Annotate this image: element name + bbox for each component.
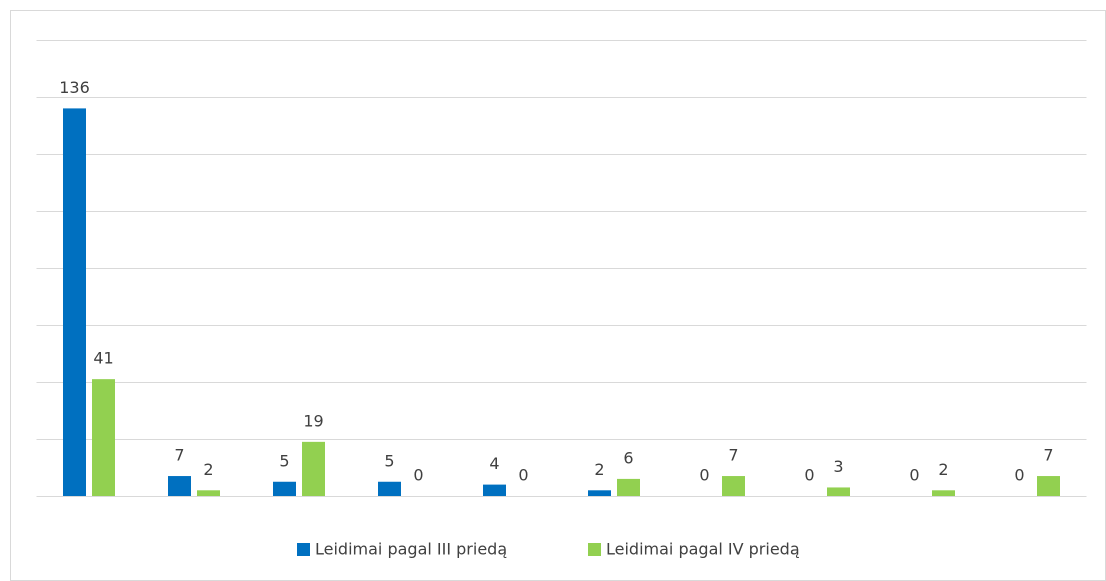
- data-label: 0: [804, 466, 814, 485]
- data-label: 41: [93, 349, 113, 368]
- data-label: 4: [489, 454, 499, 473]
- legend-label: Leidimai pagal III priedą: [315, 540, 507, 559]
- data-label: 6: [623, 448, 633, 467]
- bar: [92, 379, 115, 496]
- data-label: 2: [938, 460, 948, 479]
- bar: [932, 490, 955, 496]
- legend-label: Leidimai pagal IV priedą: [606, 540, 800, 559]
- legend-swatch: [588, 543, 601, 556]
- data-label: 19: [303, 411, 323, 430]
- bar: [168, 476, 191, 496]
- legend-swatch: [297, 543, 310, 556]
- bar: [378, 481, 401, 496]
- bar: [483, 484, 506, 496]
- data-label: 0: [699, 466, 709, 485]
- bar: [197, 490, 220, 496]
- data-label: 7: [728, 446, 738, 465]
- data-label: 7: [1043, 446, 1053, 465]
- data-label: 2: [594, 460, 604, 479]
- data-label: 3: [833, 457, 843, 476]
- data-label: 2: [203, 460, 213, 479]
- data-label: 7: [174, 446, 184, 465]
- data-label: 5: [279, 451, 289, 470]
- data-label: 5: [384, 451, 394, 470]
- data-label: 0: [1014, 466, 1024, 485]
- bar: [302, 441, 325, 496]
- bar: [827, 487, 850, 496]
- bar: [722, 476, 745, 496]
- bar: [617, 478, 640, 496]
- data-label: 136: [59, 78, 90, 97]
- data-label: 0: [909, 466, 919, 485]
- bar: [63, 108, 86, 497]
- chart-frame: [10, 10, 1106, 581]
- data-label: 0: [518, 466, 528, 485]
- bar: [273, 481, 296, 496]
- data-label: 0: [413, 466, 423, 485]
- bar: [588, 490, 611, 496]
- bar: [1037, 476, 1060, 496]
